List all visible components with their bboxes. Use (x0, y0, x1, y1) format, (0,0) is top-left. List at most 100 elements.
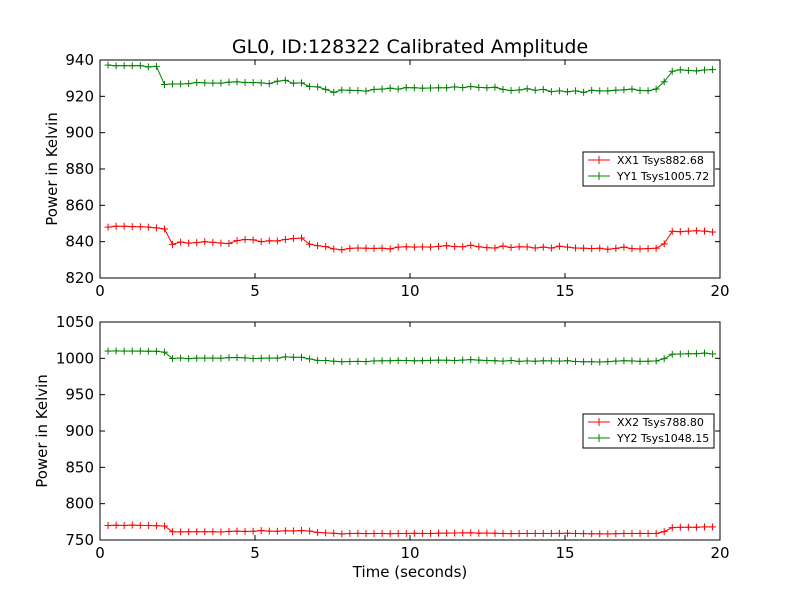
data-point (604, 87, 612, 95)
data-point (160, 348, 168, 356)
data-point (314, 528, 322, 536)
data-point (628, 85, 636, 93)
data-point (160, 225, 168, 233)
data-point (572, 529, 580, 537)
chart-title: GL0, ID:128322 Calibrated Amplitude (232, 36, 588, 58)
data-point (467, 356, 475, 364)
data-point (394, 243, 402, 251)
data-point (144, 347, 152, 355)
series-group-bottom (104, 347, 717, 538)
y-tick-label: 950 (65, 386, 94, 404)
data-point (531, 357, 539, 365)
data-point (370, 85, 378, 93)
data-point (402, 243, 410, 251)
data-point (426, 529, 434, 537)
data-point (507, 357, 515, 365)
data-point (491, 83, 499, 91)
data-point (507, 87, 515, 95)
data-point (701, 523, 708, 531)
data-point (298, 353, 305, 361)
data-point (330, 245, 338, 253)
data-point (628, 245, 636, 253)
legend-label-xx1: XX1 Tsys882.68 (617, 154, 704, 167)
data-point (378, 85, 386, 93)
data-point (418, 529, 426, 537)
data-point (128, 223, 136, 231)
data-point (676, 228, 684, 236)
data-point (370, 530, 378, 538)
data-point (547, 357, 555, 365)
data-point (563, 357, 571, 365)
data-point (330, 529, 338, 537)
data-point (112, 222, 120, 230)
data-point (644, 357, 652, 365)
data-point (289, 527, 297, 535)
data-point (692, 67, 700, 75)
data-point (289, 353, 297, 361)
y-tick-label: 840 (65, 233, 94, 251)
data-point (515, 530, 523, 538)
data-point (676, 350, 684, 358)
data-point (483, 529, 491, 537)
data-point (249, 527, 257, 535)
data-point (386, 84, 394, 92)
data-point (402, 357, 410, 365)
data-point (201, 354, 209, 362)
data-point (563, 529, 571, 537)
data-point (418, 84, 426, 92)
data-point (668, 524, 676, 532)
data-point (451, 357, 459, 365)
data-point (136, 223, 144, 231)
data-point (709, 66, 717, 74)
data-point (338, 358, 346, 366)
data-point (306, 240, 314, 248)
x-tick-label: 20 (710, 544, 729, 562)
data-point (523, 357, 531, 365)
data-point (185, 80, 193, 88)
data-point (612, 530, 620, 538)
data-point (152, 522, 160, 530)
data-point (354, 357, 362, 365)
data-point (362, 530, 370, 538)
data-point (692, 523, 700, 531)
data-point (435, 529, 443, 537)
data-point (539, 529, 547, 537)
data-point (338, 246, 346, 254)
data-point (177, 354, 185, 362)
data-point (491, 244, 499, 252)
data-point (572, 358, 580, 366)
data-point (459, 529, 467, 537)
data-point (539, 85, 547, 93)
data-point (588, 358, 596, 366)
data-point (644, 87, 652, 95)
data-point (378, 244, 386, 252)
data-point (402, 84, 410, 92)
data-point (330, 357, 338, 365)
data-point (273, 77, 281, 85)
data-point (572, 87, 580, 95)
data-point (233, 353, 241, 361)
data-point (636, 357, 644, 365)
data-point (144, 521, 152, 529)
data-point (531, 244, 539, 252)
data-point (660, 240, 668, 248)
data-point (588, 245, 596, 253)
data-point (491, 357, 499, 365)
data-point (201, 528, 209, 536)
data-point (459, 84, 467, 92)
data-point (701, 66, 708, 74)
data-point (370, 244, 378, 252)
data-point (298, 234, 305, 242)
data-point (314, 83, 322, 91)
y-tick-label: 820 (65, 269, 94, 287)
data-point (636, 529, 644, 537)
data-point (483, 244, 491, 252)
data-point (201, 238, 209, 246)
data-point (580, 530, 588, 538)
legend-label-xx2: XX2 Tsys788.80 (617, 416, 704, 429)
data-point (620, 86, 628, 94)
data-point (628, 357, 636, 365)
data-point (604, 358, 612, 366)
data-point (580, 244, 588, 252)
